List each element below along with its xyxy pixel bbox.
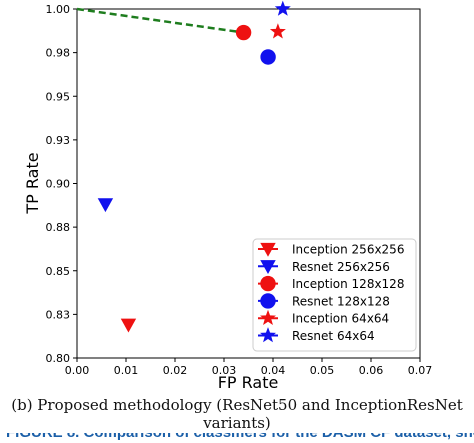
data-point bbox=[274, 0, 291, 16]
data-point bbox=[235, 24, 252, 41]
x-tick-label: 0.03 bbox=[212, 364, 237, 377]
legend-label: Inception 256x256 bbox=[292, 243, 404, 257]
y-tick-label: 0.90 bbox=[46, 178, 71, 191]
legend-label: Inception 128x128 bbox=[292, 277, 404, 291]
y-tick-label: 0.98 bbox=[46, 47, 71, 60]
y-axis: 0.80 0.83 0.85 0.88 0.90 0.93 0.95 0.98 1.00 bbox=[46, 3, 77, 365]
y-tick-label: 1.00 bbox=[46, 3, 71, 16]
scatter-chart: 0.00 0.01 0.02 0.03 0.04 0.05 0.06 0.07 0.800.8… bbox=[23, 0, 433, 392]
legend-marker bbox=[260, 260, 276, 274]
dashed-line-group bbox=[76, 7, 244, 34]
dashed-reference-line bbox=[76, 7, 244, 34]
legend-marker bbox=[260, 275, 276, 292]
x-axis: 0.00 0.01 0.02 0.03 0.04 0.05 0.06 0.07 bbox=[65, 358, 433, 377]
legend-marker bbox=[260, 309, 276, 325]
legend-marker bbox=[260, 293, 276, 309]
data-point bbox=[97, 198, 114, 213]
data-point bbox=[120, 318, 137, 333]
y-axis-label: TP Rate bbox=[23, 152, 42, 214]
x-tick-label: 0.01 bbox=[114, 364, 139, 377]
legend-marker bbox=[260, 327, 276, 343]
x-tick-label: 0.05 bbox=[310, 364, 335, 377]
x-tick-label: 0.07 bbox=[408, 364, 433, 377]
legend-label: Resnet 256x256 bbox=[292, 260, 390, 274]
data-point bbox=[269, 23, 286, 39]
y-tick-label: 0.88 bbox=[46, 221, 71, 234]
legend: Inception 256x256 Resnet 256x256 Inception… bbox=[252, 238, 417, 352]
data-point bbox=[260, 49, 276, 65]
x-tick-label: 0.04 bbox=[261, 364, 286, 377]
legend-label: Inception 64x64 bbox=[292, 312, 389, 326]
legend-box bbox=[252, 238, 417, 352]
y-tick-label: 0.80 bbox=[46, 352, 71, 365]
legend-label: Resnet 128x128 bbox=[292, 294, 390, 308]
y-tick-label: 0.95 bbox=[46, 90, 71, 103]
figure-caption: (b) Proposed methodology (ResNet50 and I… bbox=[11, 396, 463, 432]
x-tick-label: 0.00 bbox=[65, 364, 90, 377]
x-tick-label: 0.02 bbox=[163, 364, 188, 377]
x-axis-label: FP Rate bbox=[218, 373, 279, 392]
figure-label-cut: FIGURE 8. Comparison of classifiers for … bbox=[0, 433, 474, 443]
y-tick-label: 0.83 bbox=[46, 308, 71, 321]
legend-label: Resnet 64x64 bbox=[292, 329, 375, 343]
x-tick-label: 0.06 bbox=[359, 364, 384, 377]
y-tick-label: 0.93 bbox=[46, 134, 71, 147]
y-tick-label: 0.85 bbox=[46, 265, 71, 278]
legend-marker bbox=[260, 242, 276, 257]
figure-label-text: FIGURE 8. Comparison of classifiers for … bbox=[6, 433, 474, 441]
data-points bbox=[97, 0, 291, 333]
